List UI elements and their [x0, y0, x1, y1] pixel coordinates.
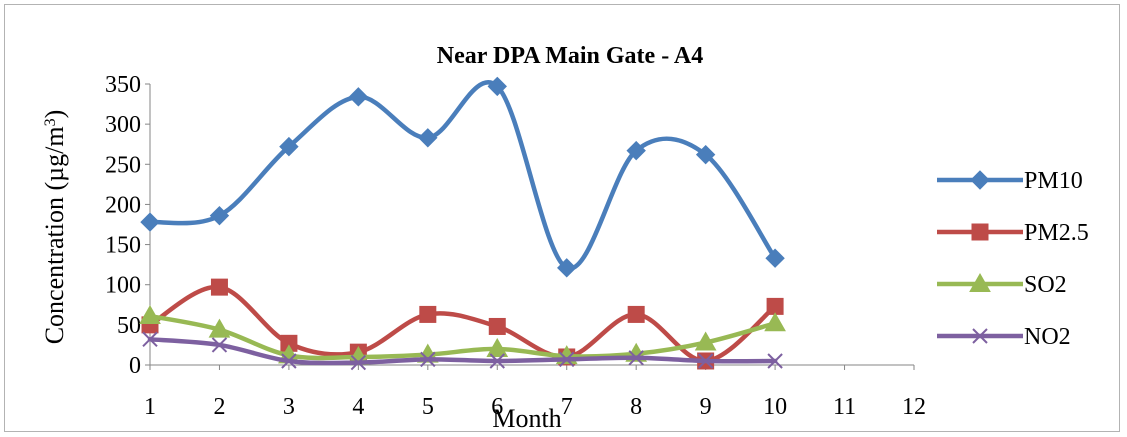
- data-point-so2: [764, 312, 786, 332]
- legend-marker-pm25: [971, 223, 989, 241]
- y-tick-label: 0: [129, 353, 141, 379]
- series-line-so2: [147, 313, 778, 361]
- x-tick-label: 12: [902, 394, 926, 420]
- x-axis-title: Month: [492, 404, 561, 431]
- data-point-pm10: [695, 144, 716, 165]
- legend-marker-so2: [969, 272, 991, 292]
- y-tick-label: 250: [105, 152, 141, 178]
- x-tick-label: 3: [283, 394, 295, 420]
- series-no2: [142, 331, 783, 371]
- y-tick-label: 150: [105, 233, 141, 259]
- x-tick-label: 2: [213, 394, 225, 420]
- data-point-no2: [489, 353, 505, 369]
- x-tick-label: 10: [763, 394, 787, 420]
- y-axis-title: Concentration (µg/m3): [40, 110, 69, 345]
- y-axis-title-superscript: 3: [42, 118, 59, 126]
- series-line-pm25: [147, 284, 778, 364]
- y-tick-label: 350: [105, 72, 141, 98]
- data-point-so2: [208, 318, 231, 338]
- chart-title: Near DPA Main Gate - A4: [437, 43, 703, 69]
- data-point-pm10: [557, 258, 577, 278]
- legend-label-so2: SO2: [1024, 272, 1067, 298]
- series-line-no2: [147, 337, 778, 366]
- x-tick-label: 5: [422, 394, 434, 420]
- legend-label-no2: NO2: [1024, 324, 1071, 350]
- data-point-no2: [420, 351, 436, 368]
- data-point-pm25: [488, 317, 506, 335]
- data-point-pm10: [418, 128, 438, 148]
- data-point-pm10: [209, 205, 230, 226]
- y-tick-label: 300: [105, 112, 141, 138]
- x-tick-label: 6: [491, 394, 503, 420]
- x-tick-label: 7: [561, 394, 573, 420]
- y-axis-title-end: ): [40, 110, 69, 119]
- data-point-pm25: [210, 278, 228, 296]
- legend-item-pm25: PM2.5: [937, 220, 1089, 246]
- x-tick-label: 1: [144, 394, 156, 420]
- data-point-no2: [628, 350, 644, 366]
- legend-marker-no2: [972, 328, 988, 344]
- data-point-no2: [697, 353, 714, 369]
- legend-label-pm25: PM2.5: [1024, 220, 1089, 246]
- data-point-pm10: [279, 136, 299, 157]
- data-point-pm10: [626, 140, 646, 161]
- legend-item-no2: NO2: [937, 324, 1071, 350]
- x-tick-label: 11: [833, 394, 856, 420]
- data-point-pm25: [766, 297, 784, 315]
- data-point-pm10: [140, 212, 160, 232]
- x-tick-label: 9: [700, 394, 712, 420]
- x-tick-label: 4: [352, 394, 364, 420]
- legend-label-pm10: PM10: [1024, 168, 1083, 194]
- series-pm25: [141, 278, 784, 370]
- legend-marker-pm10: [970, 170, 990, 190]
- legend: PM10 PM2.5 SO2 NO2: [937, 168, 1089, 350]
- data-point-pm25: [627, 305, 645, 323]
- series-layer: [139, 76, 786, 371]
- chart-frame: Near DPA Main Gate - A4 Month Concentrat…: [4, 4, 1120, 432]
- data-point-so2: [486, 337, 509, 357]
- series-pm10: [140, 76, 785, 278]
- data-point-no2: [767, 353, 783, 369]
- data-point-pm10: [765, 248, 785, 268]
- y-tick-label: 50: [117, 313, 141, 339]
- data-point-no2: [142, 331, 158, 348]
- data-point-no2: [211, 337, 228, 353]
- x-tick-label: 8: [630, 394, 642, 420]
- data-point-no2: [281, 353, 297, 369]
- data-point-no2: [350, 354, 367, 371]
- data-point-pm10: [487, 76, 507, 97]
- line-chart: Near DPA Main Gate - A4 Month Concentrat…: [40, 43, 1089, 431]
- legend-item-so2: SO2: [937, 272, 1067, 298]
- data-point-pm10: [348, 87, 369, 107]
- y-axis-title-main: Concentration (µg/m: [40, 126, 69, 344]
- series-line-pm10: [147, 80, 778, 271]
- y-tick-label: 200: [105, 192, 141, 218]
- data-point-so2: [139, 305, 161, 325]
- data-point-pm25: [419, 305, 437, 323]
- y-tick-label: 100: [105, 273, 141, 299]
- data-point-so2: [694, 331, 717, 351]
- legend-item-pm10: PM10: [937, 168, 1083, 194]
- data-point-no2: [559, 351, 575, 368]
